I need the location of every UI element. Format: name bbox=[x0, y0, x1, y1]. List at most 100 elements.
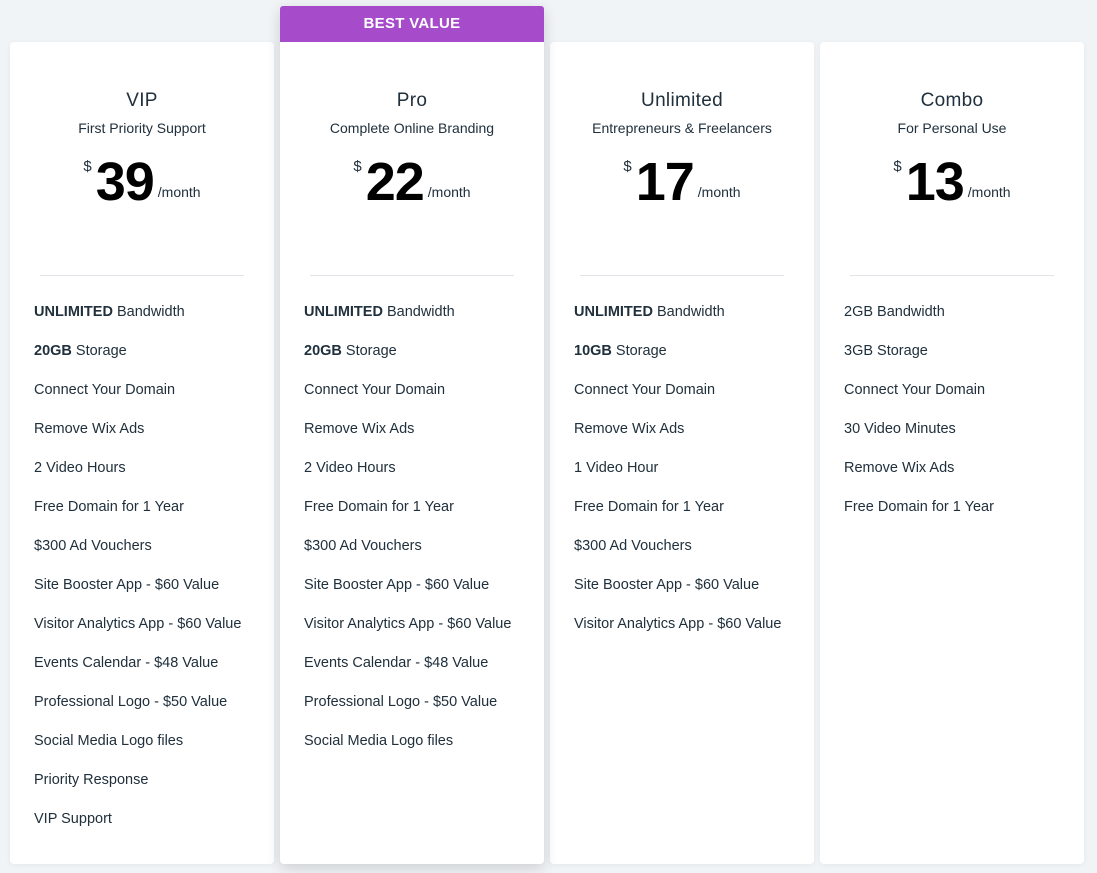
feature-item: Free Domain for 1 Year bbox=[574, 497, 814, 536]
price-period: /month bbox=[967, 184, 1011, 200]
feature-item: VIP Support bbox=[34, 809, 274, 848]
feature-text: Connect Your Domain bbox=[304, 382, 446, 398]
feature-text: Remove Wix Ads bbox=[34, 421, 145, 437]
plan-tagline: Entrepreneurs & Freelancers bbox=[592, 120, 772, 136]
price-currency: $ bbox=[353, 158, 362, 175]
feature-highlight: 20GB bbox=[304, 343, 342, 359]
feature-text: Professional Logo - $50 Value bbox=[34, 694, 228, 710]
plan-divider bbox=[850, 275, 1054, 276]
feature-text: Free Domain for 1 Year bbox=[304, 499, 454, 515]
feature-text: Connect Your Domain bbox=[574, 382, 716, 398]
feature-text: Priority Response bbox=[34, 772, 149, 788]
plan-price: $ 17 /month bbox=[623, 154, 740, 210]
feature-text: Visitor Analytics App - $60 Value bbox=[34, 616, 242, 632]
price-currency: $ bbox=[893, 158, 902, 175]
feature-text: $300 Ad Vouchers bbox=[304, 538, 422, 554]
feature-item: Visitor Analytics App - $60 Value bbox=[34, 614, 274, 653]
price-amount: 22 bbox=[365, 152, 425, 212]
plan-name: Combo bbox=[920, 90, 984, 111]
feature-text: Free Domain for 1 Year bbox=[574, 499, 724, 515]
feature-item: 20GB Storage bbox=[34, 341, 274, 380]
plan-divider bbox=[40, 275, 244, 276]
price-period: /month bbox=[427, 184, 471, 200]
feature-highlight: UNLIMITED bbox=[574, 304, 653, 320]
feature-item: Site Booster App - $60 Value bbox=[574, 575, 814, 614]
feature-highlight: UNLIMITED bbox=[34, 304, 113, 320]
plan-tagline: First Priority Support bbox=[78, 120, 206, 136]
feature-item: Events Calendar - $48 Value bbox=[304, 653, 544, 692]
feature-text: Bandwidth bbox=[112, 304, 185, 320]
feature-item: 30 Video Minutes bbox=[844, 419, 1084, 458]
plan-divider bbox=[310, 275, 514, 276]
plan-name: VIP bbox=[126, 90, 158, 111]
feature-highlight: 20GB bbox=[34, 343, 72, 359]
feature-text: Site Booster App - $60 Value bbox=[304, 577, 490, 593]
feature-list: 2GB Bandwidth 3GB Storage Connect Your Dom… bbox=[820, 276, 1084, 536]
feature-text: Storage bbox=[71, 343, 127, 359]
plan-card-unlimited[interactable]: Unlimited Entrepreneurs & Freelancers $ … bbox=[550, 42, 814, 864]
feature-item: Remove Wix Ads bbox=[844, 458, 1084, 497]
feature-highlight: UNLIMITED bbox=[304, 304, 383, 320]
feature-item: 2 Video Hours bbox=[34, 458, 274, 497]
feature-item: $300 Ad Vouchers bbox=[304, 536, 544, 575]
plan-header: Unlimited Entrepreneurs & Freelancers $ … bbox=[550, 42, 814, 275]
feature-item: $300 Ad Vouchers bbox=[34, 536, 274, 575]
price-period: /month bbox=[697, 184, 741, 200]
feature-item: 1 Video Hour bbox=[574, 458, 814, 497]
feature-item: Events Calendar - $48 Value bbox=[34, 653, 274, 692]
plan-card-vip[interactable]: VIP First Priority Support $ 39 /month U… bbox=[10, 42, 274, 864]
feature-highlight: 10GB bbox=[574, 343, 612, 359]
feature-item: UNLIMITED Bandwidth bbox=[304, 302, 544, 341]
feature-text: 2 Video Hours bbox=[304, 460, 396, 476]
plan-header: VIP First Priority Support $ 39 /month bbox=[10, 42, 274, 275]
feature-text: Bandwidth bbox=[382, 304, 455, 320]
feature-text: Remove Wix Ads bbox=[844, 460, 955, 476]
feature-item: 2 Video Hours bbox=[304, 458, 544, 497]
feature-text: Social Media Logo files bbox=[304, 733, 454, 749]
price-currency: $ bbox=[623, 158, 632, 175]
feature-item: Social Media Logo files bbox=[304, 731, 544, 770]
feature-item: Site Booster App - $60 Value bbox=[304, 575, 544, 614]
feature-item: $300 Ad Vouchers bbox=[574, 536, 814, 575]
plan-tagline: Complete Online Branding bbox=[329, 120, 495, 136]
feature-text: Remove Wix Ads bbox=[574, 421, 685, 437]
feature-text: Visitor Analytics App - $60 Value bbox=[574, 616, 782, 632]
feature-text: Site Booster App - $60 Value bbox=[34, 577, 220, 593]
feature-text: 3GB Storage bbox=[844, 343, 928, 359]
feature-item: Connect Your Domain bbox=[844, 380, 1084, 419]
feature-text: 2GB Bandwidth bbox=[844, 304, 945, 320]
feature-text: Visitor Analytics App - $60 Value bbox=[304, 616, 512, 632]
feature-text: $300 Ad Vouchers bbox=[34, 538, 152, 554]
feature-item: Site Booster App - $60 Value bbox=[34, 575, 274, 614]
best-value-ribbon: BEST VALUE bbox=[280, 6, 544, 42]
feature-item: 2GB Bandwidth bbox=[844, 302, 1084, 341]
price-currency: $ bbox=[83, 158, 92, 175]
feature-item: Remove Wix Ads bbox=[574, 419, 814, 458]
feature-text: Connect Your Domain bbox=[844, 382, 986, 398]
plan-name: Pro bbox=[396, 90, 428, 111]
feature-text: Site Booster App - $60 Value bbox=[574, 577, 760, 593]
plan-card-pro[interactable]: BEST VALUE Pro Complete Online Branding … bbox=[280, 6, 544, 864]
price-amount: 17 bbox=[635, 152, 695, 212]
feature-text: Bandwidth bbox=[652, 304, 725, 320]
feature-text: 2 Video Hours bbox=[34, 460, 126, 476]
feature-item: Free Domain for 1 Year bbox=[844, 497, 1084, 536]
feature-item: Social Media Logo files bbox=[34, 731, 274, 770]
feature-list: UNLIMITED Bandwidth 10GB Storage Connect Y… bbox=[550, 276, 814, 653]
feature-text: 30 Video Minutes bbox=[844, 421, 956, 437]
feature-item: 20GB Storage bbox=[304, 341, 544, 380]
plan-price: $ 39 /month bbox=[83, 154, 200, 210]
feature-item: 3GB Storage bbox=[844, 341, 1084, 380]
plan-card-combo[interactable]: Combo For Personal Use $ 13 /month 2GB B… bbox=[820, 42, 1084, 864]
plan-price: $ 22 /month bbox=[353, 154, 470, 210]
feature-item: Connect Your Domain bbox=[304, 380, 544, 419]
plan-divider bbox=[580, 275, 784, 276]
feature-text: $300 Ad Vouchers bbox=[574, 538, 692, 554]
feature-item: Free Domain for 1 Year bbox=[304, 497, 544, 536]
feature-text: Storage bbox=[341, 343, 397, 359]
feature-list: UNLIMITED Bandwidth 20GB Storage Connect Y… bbox=[280, 276, 544, 770]
plan-header: Pro Complete Online Branding $ 22 /month bbox=[280, 42, 544, 275]
pricing-plans: VIP First Priority Support $ 39 /month U… bbox=[10, 0, 1087, 873]
plan-name: Unlimited bbox=[641, 90, 723, 111]
feature-text: Social Media Logo files bbox=[34, 733, 184, 749]
